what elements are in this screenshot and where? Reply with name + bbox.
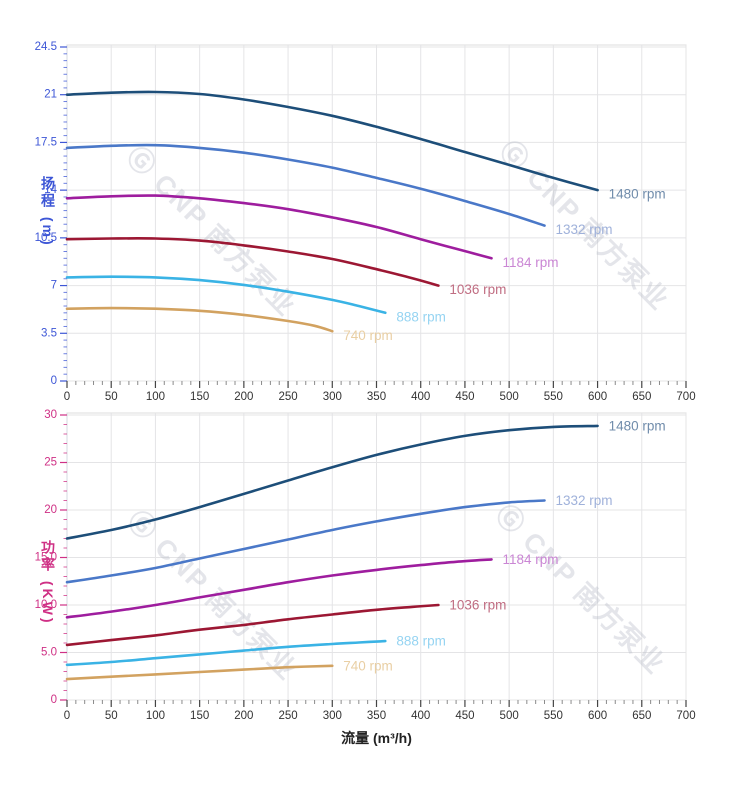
curve-1480-rpm xyxy=(65,424,599,540)
curve-888-rpm xyxy=(65,639,387,667)
rpm-label-1036-rpm: 1036 rpm xyxy=(449,598,506,613)
x-tick-label: 150 xyxy=(190,391,209,403)
x-tick-label: 400 xyxy=(411,710,430,722)
y-tick-label: 24.5 xyxy=(35,41,57,53)
y-tick-label: 10.0 xyxy=(35,599,57,611)
curve-1184-rpm xyxy=(65,194,493,260)
rpm-label-1184-rpm: 1184 rpm xyxy=(502,255,558,270)
x-tick-label: 600 xyxy=(588,710,607,722)
curve-1036-rpm xyxy=(65,237,440,287)
x-tick-label: 450 xyxy=(455,710,474,722)
x-tick-label: 350 xyxy=(367,710,386,722)
x-tick-label: 100 xyxy=(146,391,165,403)
y-tick-label: 0 xyxy=(51,375,57,387)
rpm-label-740-rpm: 740 rpm xyxy=(343,328,393,343)
x-tick-label: 550 xyxy=(544,391,563,403)
rpm-label-1480-rpm: 1480 rpm xyxy=(609,418,666,433)
x-tick-label: 50 xyxy=(105,710,118,722)
curve-1184-rpm xyxy=(65,558,493,619)
x-axis-title-flow: 流量 (m³/h) xyxy=(341,730,412,746)
x-tick-label: 200 xyxy=(234,710,253,722)
x-tick-label: 250 xyxy=(278,710,297,722)
x-tick-label: 150 xyxy=(190,710,209,722)
rpm-label-1184-rpm: 1184 rpm xyxy=(502,552,558,567)
x-tick-label: 50 xyxy=(105,391,118,403)
rpm-label-888-rpm: 888 rpm xyxy=(396,634,446,649)
x-tick-label: 100 xyxy=(146,710,165,722)
rpm-label-740-rpm: 740 rpm xyxy=(343,658,393,673)
x-tick-label: 250 xyxy=(278,391,297,403)
curve-740-rpm xyxy=(65,664,334,681)
curve-1480-rpm xyxy=(65,90,599,192)
y-tick-label: 17.5 xyxy=(35,136,57,148)
x-tick-label: 0 xyxy=(64,710,70,722)
rpm-label-1332-rpm: 1332 rpm xyxy=(556,493,613,508)
rpm-label-1036-rpm: 1036 rpm xyxy=(449,282,506,297)
curve-1036-rpm xyxy=(65,603,440,647)
curve-888-rpm xyxy=(65,275,387,315)
x-tick-label: 300 xyxy=(323,391,342,403)
y-tick-label: 25 xyxy=(44,457,57,469)
y-tick-label: 21 xyxy=(44,89,57,101)
x-tick-label: 700 xyxy=(676,391,695,403)
y-tick-label: 5.0 xyxy=(41,647,57,659)
x-tick-label: 500 xyxy=(500,391,519,403)
rpm-label-888-rpm: 888 rpm xyxy=(396,309,446,324)
x-tick-label: 550 xyxy=(544,710,563,722)
curve-1332-rpm xyxy=(65,143,546,227)
x-tick-label: 0 xyxy=(64,391,70,403)
y-tick-label: 3.5 xyxy=(41,327,57,339)
x-tick-label: 650 xyxy=(632,710,651,722)
x-tick-label: 200 xyxy=(234,391,253,403)
x-tick-label: 600 xyxy=(588,391,607,403)
y-tick-label: 10.5 xyxy=(35,232,57,244)
x-tick-label: 700 xyxy=(676,710,695,722)
curve-740-rpm xyxy=(65,306,334,333)
y-tick-label: 15.0 xyxy=(35,552,57,564)
y-tick-label: 30 xyxy=(44,409,57,421)
y-tick-label: 14 xyxy=(44,184,57,196)
y-tick-label: 0 xyxy=(51,694,57,706)
rpm-label-1480-rpm: 1480 rpm xyxy=(609,187,666,202)
rpm-label-1332-rpm: 1332 rpm xyxy=(556,222,613,237)
x-tick-label: 400 xyxy=(411,391,430,403)
x-tick-label: 350 xyxy=(367,391,386,403)
curve-1332-rpm xyxy=(65,499,546,584)
x-tick-label: 450 xyxy=(455,391,474,403)
x-tick-label: 500 xyxy=(500,710,519,722)
y-axis-title-head: 扬程 (m) xyxy=(40,176,56,248)
x-tick-label: 650 xyxy=(632,391,651,403)
y-axis-title-power: 功率 (KW) xyxy=(40,540,56,626)
y-tick-label: 20 xyxy=(44,504,57,516)
x-tick-label: 300 xyxy=(323,710,342,722)
y-tick-label: 7 xyxy=(51,280,57,292)
